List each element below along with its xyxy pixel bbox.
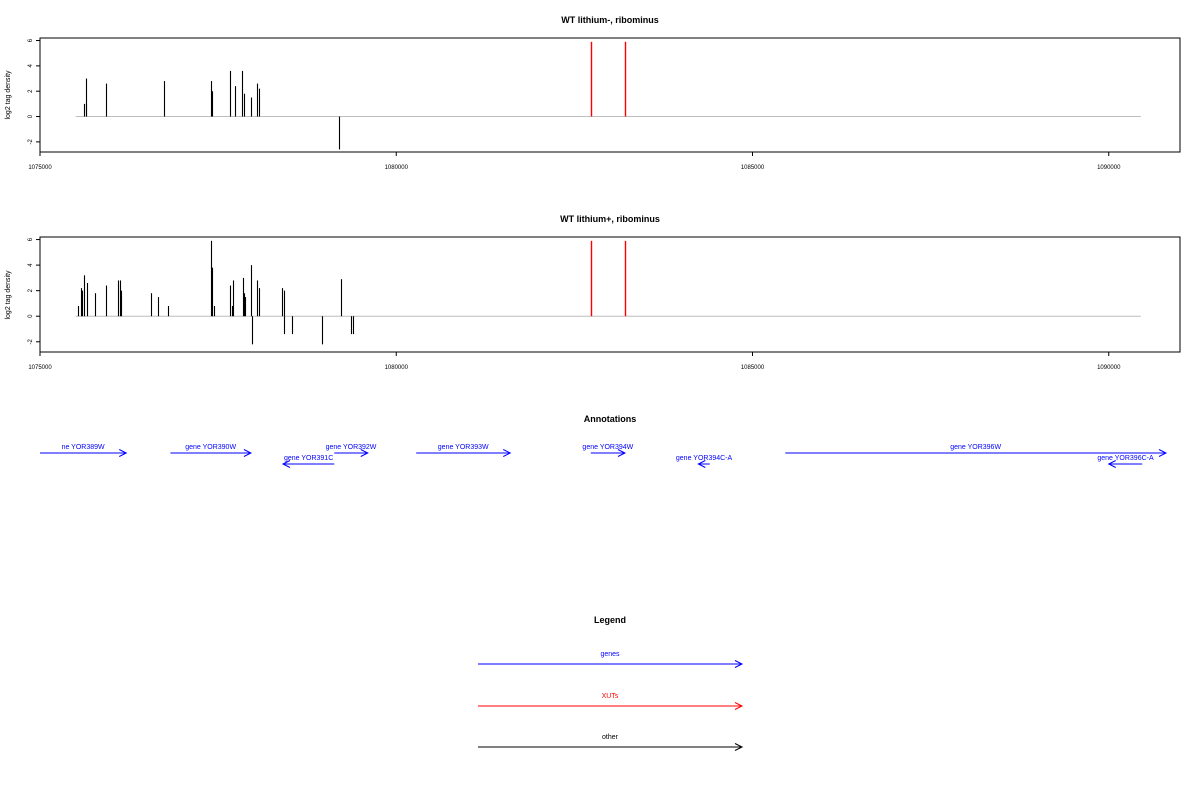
- arrow-head: [697, 460, 706, 468]
- legend-items: genes XUTs other: [478, 651, 744, 751]
- arrow-head: [118, 449, 128, 457]
- legend-label: XUTs: [602, 693, 619, 700]
- gene-label: gene YOR394W: [582, 444, 633, 451]
- y-tick-label: 0: [28, 114, 34, 118]
- track-panel-lithium-plus: WT lithium+, ribominus log2 tag density …: [5, 214, 1181, 371]
- gene-label: gene YOR396W: [950, 444, 1001, 451]
- gene-annotation: gene YOR394W: [582, 444, 634, 457]
- y-tick-label: 6: [28, 237, 34, 241]
- gene-annotation: gene YOR396W: [785, 444, 1168, 457]
- x-tick-label: 1075000: [28, 165, 52, 171]
- gene-label: ne YOR389W: [62, 444, 105, 451]
- gene-annotation: gene YOR396C-A: [1097, 455, 1154, 468]
- data-bars: [83, 41, 627, 150]
- arrow-head: [1107, 460, 1116, 468]
- y-axis-label: log2 tag density: [5, 70, 12, 120]
- arrow-head: [734, 743, 744, 751]
- legend-item: other: [478, 734, 744, 751]
- y-tick-label: 0: [28, 314, 34, 318]
- y-tick-label: 6: [28, 38, 34, 42]
- arrow-head: [243, 449, 253, 457]
- x-tick-label: 1085000: [741, 365, 765, 371]
- arrow-head: [617, 449, 627, 457]
- track-title: WT lithium+, ribominus: [560, 214, 660, 224]
- arrow-head: [360, 449, 369, 457]
- track-title: WT lithium-, ribominus: [561, 15, 659, 25]
- arrow-head: [281, 460, 291, 468]
- gene-label: gene YOR391C: [284, 455, 333, 462]
- gene-label: gene YOR394C-A: [676, 455, 733, 462]
- y-tick-label: -2: [28, 338, 34, 344]
- x-tick-label: 1090000: [1097, 365, 1121, 371]
- gene-annotation: ne YOR389W: [40, 444, 128, 457]
- gene-label: gene YOR396C-A: [1097, 455, 1154, 462]
- y-tick-label: -2: [28, 139, 34, 145]
- annotations-title: Annotations: [584, 414, 637, 424]
- plot-frame: [39, 236, 1181, 353]
- gene-label: gene YOR392W: [326, 444, 377, 451]
- y-axis-label: log2 tag density: [5, 270, 12, 320]
- gene-annotation: gene YOR390W: [170, 444, 253, 457]
- legend-item: XUTs: [478, 693, 744, 710]
- gene-annotation: gene YOR394C-A: [676, 455, 733, 468]
- legend-panel: Legend genes XUTs other: [478, 615, 744, 751]
- gene-annotation: gene YOR391C: [281, 455, 335, 468]
- legend-item: genes: [478, 651, 744, 668]
- gene-arrows: ne YOR389W gene YOR390W gene YOR391C gene Y…: [40, 444, 1168, 468]
- annotations-panel: Annotations ne YOR389W gene YOR390W gene Y…: [40, 414, 1168, 468]
- arrow-head: [1158, 449, 1168, 457]
- arrow-head: [503, 449, 512, 457]
- arrow-head: [734, 660, 744, 668]
- y-tick-label: 4: [28, 64, 34, 68]
- legend-title: Legend: [594, 615, 626, 625]
- gene-label: gene YOR393W: [438, 444, 489, 451]
- plot-frame: [39, 37, 1181, 153]
- legend-label: genes: [600, 651, 620, 658]
- y-tick-label: 2: [28, 89, 34, 93]
- x-tick-label: 1090000: [1097, 165, 1121, 171]
- x-tick-label: 1075000: [28, 365, 52, 371]
- x-tick-label: 1080000: [385, 365, 409, 371]
- arrow-head: [734, 702, 744, 710]
- y-tick-label: 2: [28, 288, 34, 292]
- x-tick-label: 1085000: [741, 165, 765, 171]
- gene-annotation: gene YOR392W: [326, 444, 377, 457]
- axes: 1075000 1080000 1085000 1090000 -2 0 2 4 6: [28, 38, 1141, 171]
- gene-annotation: gene YOR393W: [416, 444, 512, 457]
- gene-label: gene YOR390W: [185, 444, 236, 451]
- track-panel-lithium-minus: WT lithium-, ribominus log2 tag density …: [5, 15, 1181, 171]
- y-tick-label: 4: [28, 263, 34, 267]
- axes: 1075000 1080000 1085000 1090000 -2 0 2 4 6: [28, 237, 1141, 371]
- data-bars: [77, 240, 627, 345]
- x-tick-label: 1080000: [385, 165, 409, 171]
- legend-label: other: [602, 734, 619, 741]
